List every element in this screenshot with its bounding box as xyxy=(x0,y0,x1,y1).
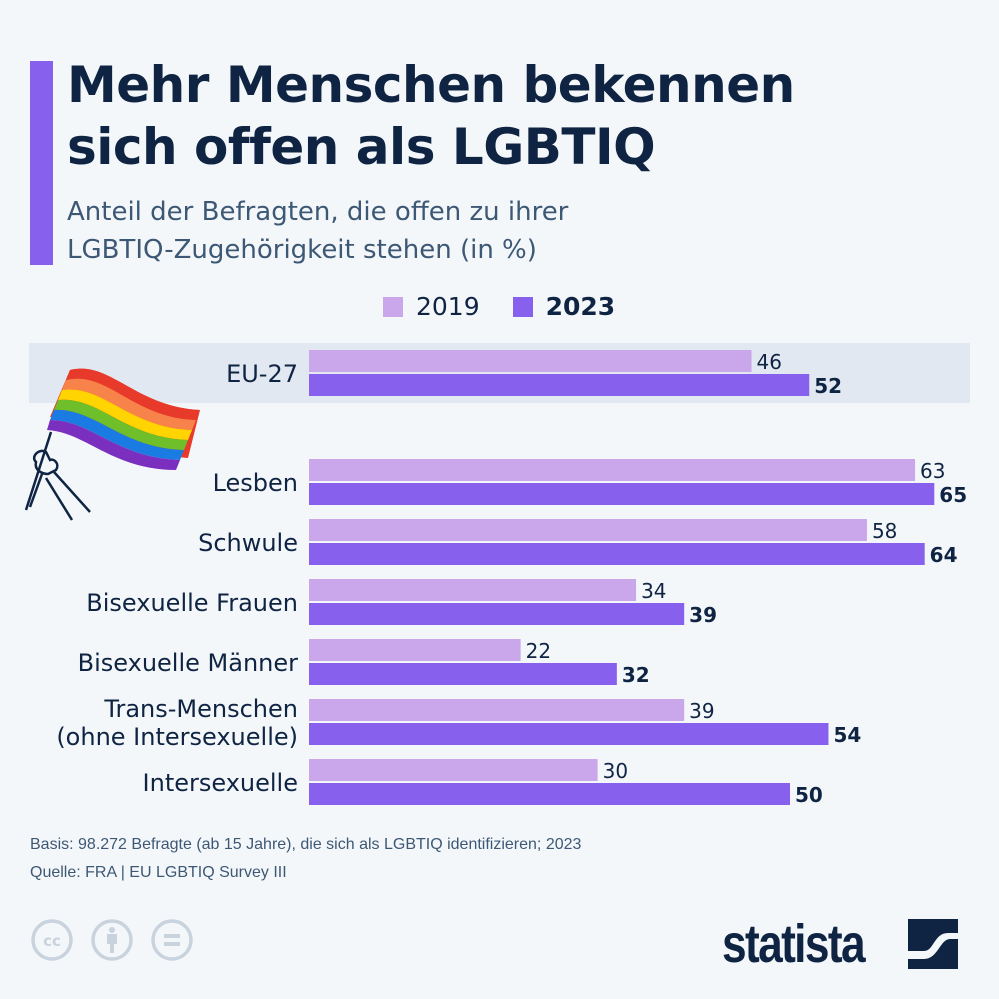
value-label-2023: 65 xyxy=(939,483,967,507)
bar-2019 xyxy=(309,579,637,601)
category-label: Schwule xyxy=(198,529,298,557)
bar-2019 xyxy=(309,350,752,372)
value-label-2019: 30 xyxy=(603,759,628,783)
bar-2023 xyxy=(309,783,790,805)
legend-label-2019: 2019 xyxy=(416,292,480,321)
category-label: Trans-Menschen (ohne Intersexuelle) xyxy=(56,695,298,751)
value-label-2019: 39 xyxy=(689,699,714,723)
value-label-2019: 22 xyxy=(526,639,551,663)
bar-2023 xyxy=(309,483,935,505)
bar-2019 xyxy=(309,519,867,541)
bar-2019 xyxy=(309,459,916,481)
title-line-2: sich offen als LGBTIQ xyxy=(67,118,656,176)
category-label: Bisexuelle Frauen xyxy=(86,589,298,617)
bar-2023 xyxy=(309,663,617,685)
value-label-2023: 32 xyxy=(622,663,650,687)
title-accent-bar xyxy=(30,61,53,265)
statista-logo-mark-icon xyxy=(908,919,958,969)
value-label-2023: 50 xyxy=(795,783,823,807)
legend-label-2023: 2023 xyxy=(545,292,616,321)
title-line-1: Mehr Menschen bekennen xyxy=(67,56,795,114)
legend: 2019 2023 xyxy=(383,292,648,321)
subtitle-line-1: Anteil der Befragten, die offen zu ihrer xyxy=(67,197,569,227)
bar-2019 xyxy=(309,699,685,721)
bars-layer xyxy=(309,350,935,805)
bar-2023 xyxy=(309,543,925,565)
statista-logo[interactable]: statista xyxy=(722,917,958,971)
footer-basis: Basis: 98.272 Befragte (ab 15 Jahre), di… xyxy=(30,836,582,853)
license-icons: cc xyxy=(30,918,210,962)
category-label: Intersexuelle xyxy=(143,769,298,797)
value-label-2019: 34 xyxy=(641,579,666,603)
category-label: EU-27 xyxy=(226,360,298,388)
bar-2019 xyxy=(309,639,521,661)
footer-notes: Basis: 98.272 Befragte (ab 15 Jahre), di… xyxy=(30,831,581,887)
chart-subtitle: Anteil der Befragten, die offen zu ihrer… xyxy=(67,193,967,269)
value-label-2019: 63 xyxy=(920,459,945,483)
category-label: Lesben xyxy=(213,469,298,497)
legend-item-2023: 2023 xyxy=(512,292,616,321)
bar-2019 xyxy=(309,759,598,781)
value-label-2023: 54 xyxy=(833,723,861,747)
value-label-2023: 39 xyxy=(689,603,717,627)
no-derivatives-icon[interactable] xyxy=(150,918,194,962)
rainbow-flag-icon xyxy=(24,368,200,521)
legend-swatch-2019 xyxy=(383,296,403,317)
bar-2023 xyxy=(309,723,829,745)
bar-2023 xyxy=(309,374,810,396)
cc-icon[interactable]: cc xyxy=(30,918,74,962)
chart-title: Mehr Menschen bekennen sich offen als LG… xyxy=(67,54,967,178)
footer-source: Quelle: FRA | EU LGBTIQ Survey III xyxy=(30,864,287,881)
value-label-2023: 52 xyxy=(814,374,842,398)
svg-text:cc: cc xyxy=(43,932,61,950)
legend-item-2019: 2019 xyxy=(383,292,480,321)
legend-swatch-2023 xyxy=(512,296,533,317)
value-label-2019: 58 xyxy=(872,519,897,543)
subtitle-line-2: LGBTIQ-Zugehörigkeit stehen (in %) xyxy=(67,235,537,265)
value-label-2023: 64 xyxy=(930,543,958,567)
value-label-2019: 46 xyxy=(757,350,782,374)
category-label: Bisexuelle Männer xyxy=(78,649,298,677)
bar-2023 xyxy=(309,603,685,625)
statista-logo-text: statista xyxy=(722,914,866,974)
attribution-icon[interactable] xyxy=(90,918,134,962)
